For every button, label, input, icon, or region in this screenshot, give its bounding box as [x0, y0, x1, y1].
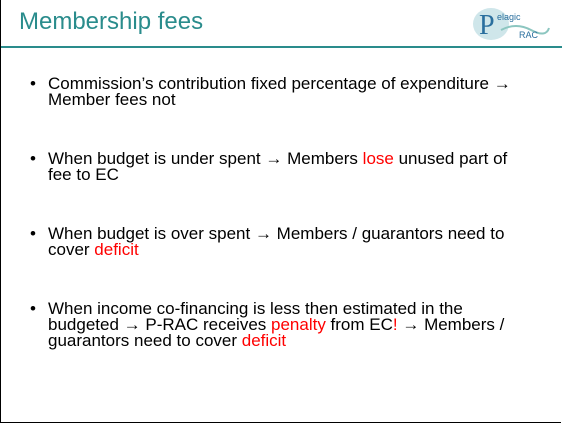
- title-rule: [1, 46, 562, 48]
- logo-top: elagic: [497, 12, 521, 22]
- text-run: penalty: [271, 315, 326, 334]
- text-run: !: [392, 315, 398, 334]
- text-run: unused part of fee to EC: [48, 149, 508, 184]
- text-run: When budget is over spent → Members / gu…: [48, 224, 505, 259]
- logo-wave: [500, 25, 550, 35]
- text-run: deficit: [94, 240, 139, 259]
- slide-title: Membership fees: [19, 8, 204, 35]
- text-run: from EC: [325, 315, 393, 334]
- text-run: deficit: [241, 331, 287, 350]
- bullet: When budget is under spent → Members los…: [27, 149, 527, 184]
- text-run: Commission’s contribution fixed percenta…: [48, 74, 511, 109]
- text-run: When income co-financing is less then es…: [48, 299, 463, 334]
- bullet: When budget is over spent → Members / gu…: [27, 224, 527, 259]
- bullet: When income co-financing is less then es…: [27, 299, 527, 350]
- logo-shape: [473, 8, 509, 40]
- text-run: lose: [362, 149, 394, 168]
- bullet: Commission’s contribution fixed percenta…: [27, 74, 527, 109]
- text-run: When budget is under spent → Members: [48, 149, 363, 168]
- text-run: → Members / guarantors need to cover: [48, 315, 505, 350]
- logo-bottom: RAC: [519, 30, 539, 40]
- logo: P elagic RAC: [473, 8, 550, 41]
- logo-letter: P: [479, 10, 495, 41]
- bullet-list: Commission’s contribution fixed percenta…: [27, 74, 527, 392]
